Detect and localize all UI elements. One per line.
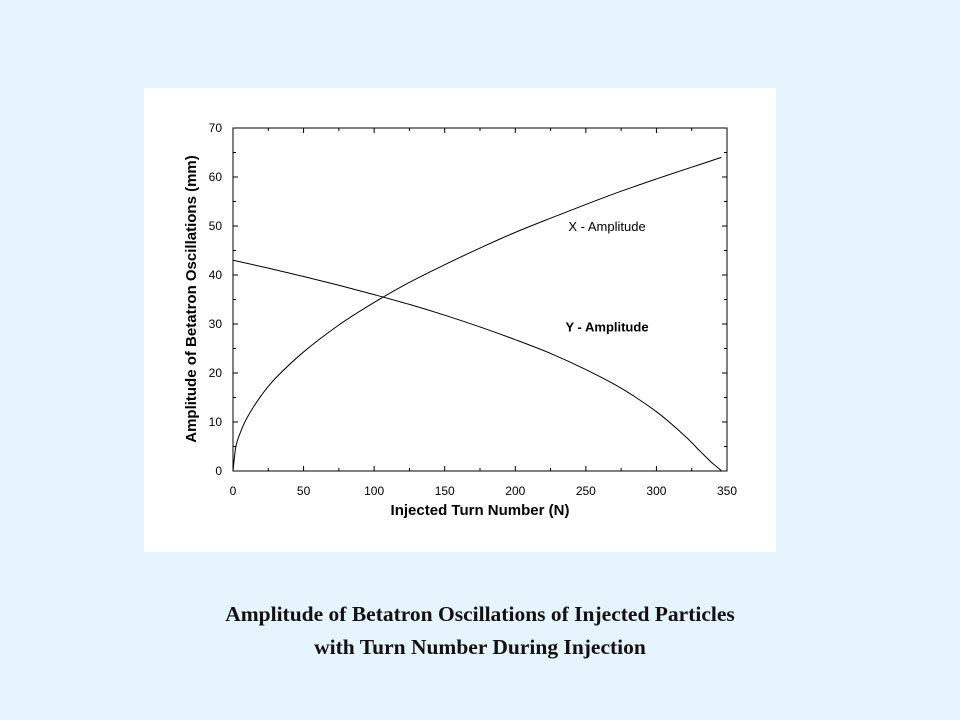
caption-line-2: with Turn Number During Injection (314, 635, 646, 659)
x-tick-label: 350 (717, 484, 737, 498)
x-tick-label: 100 (364, 484, 384, 498)
y-amplitude-line (232, 259, 722, 472)
y-axis-ticks: 0 10 20 30 40 50 60 70 (209, 121, 727, 478)
y-tick-label: 70 (209, 121, 223, 135)
plot-frame (232, 127, 728, 472)
series-layer (232, 156, 722, 472)
chart-svg: 0 50 100 150 200 250 300 350 0 10 20 30 40 50 60 70 In… (183, 121, 737, 519)
y-tick-label: 60 (209, 170, 223, 184)
figure-caption: Amplitude of Betatron Oscillations of In… (0, 598, 960, 664)
y-tick-label: 0 (215, 464, 222, 478)
y-tick-label: 10 (209, 415, 223, 429)
y-tick-label: 50 (209, 219, 223, 233)
y-axis-title: Amplitude of Betatron Oscillations (mm) (183, 155, 200, 443)
caption-line-1: Amplitude of Betatron Oscillations of In… (225, 602, 735, 626)
x-amplitude-line (232, 156, 722, 472)
x-tick-label: 200 (505, 484, 525, 498)
x-tick-label: 150 (435, 484, 455, 498)
y-tick-label: 40 (209, 268, 223, 282)
chart-panel: 0 50 100 150 200 250 300 350 0 10 20 30 40 50 60 70 In… (144, 88, 776, 552)
x-tick-label: 50 (297, 484, 311, 498)
x-tick-label: 300 (646, 484, 666, 498)
y-tick-label: 30 (209, 317, 223, 331)
x-amplitude-annotation: X - Amplitude (568, 219, 645, 234)
x-tick-label: 250 (576, 484, 596, 498)
y-amplitude-annotation: Y - Amplitude (565, 319, 648, 334)
x-axis-ticks: 0 50 100 150 200 250 300 350 (230, 128, 737, 498)
y-tick-label: 20 (209, 366, 223, 380)
x-axis-title: Injected Turn Number (N) (391, 502, 570, 519)
x-tick-label: 0 (230, 484, 237, 498)
